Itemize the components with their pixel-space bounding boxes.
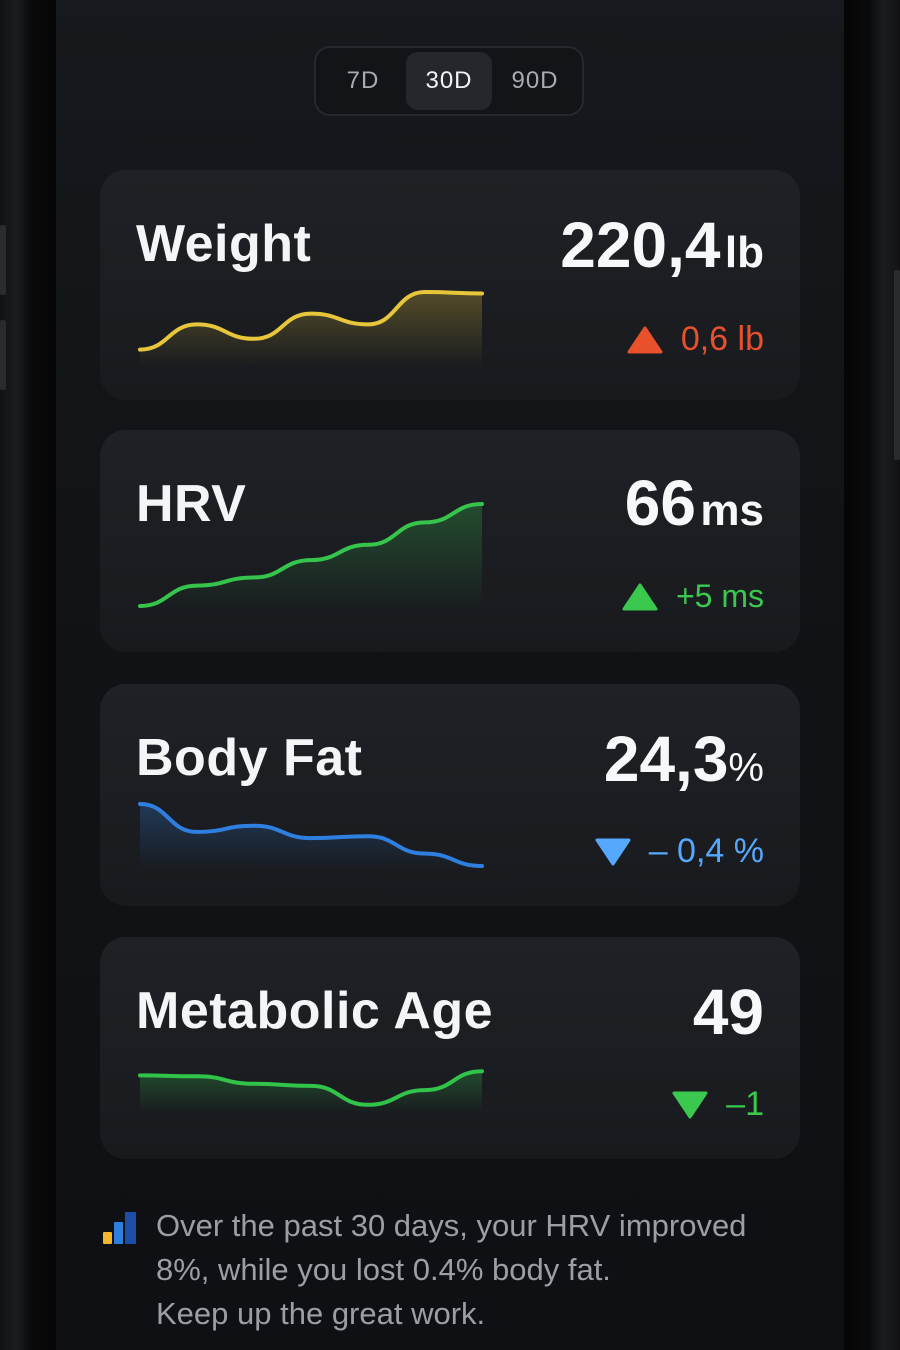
summary-text: Over the past 30 days, your HRV improved… <box>103 1204 876 1336</box>
range-30d-tab[interactable]: 30D <box>406 52 492 110</box>
body-fat-delta-text: – 0,4 % <box>648 832 764 870</box>
range-90d-tab[interactable]: 90D <box>511 67 559 94</box>
range-selector: 7D 30D 90D <box>314 46 584 116</box>
volume-down-button <box>0 320 6 390</box>
weight-value: 220,4 lb <box>560 208 764 282</box>
phone-frame-right <box>844 0 900 1350</box>
body-fat-number: 24,3 <box>603 723 729 795</box>
metabolic-age-sparkline <box>138 1069 484 1113</box>
hrv-delta-text: +5 ms <box>675 578 764 614</box>
hrv-unit: ms <box>700 486 764 535</box>
metabolic-age-title: Metabolic Age <box>136 982 494 1040</box>
weight-unit: lb <box>724 228 764 277</box>
phone-frame-left <box>0 0 56 1350</box>
hrv-sparkline <box>138 502 484 610</box>
triangle-up-icon <box>627 326 663 353</box>
hrv-number: 66 <box>624 467 696 539</box>
summary-line-2: 8%, while you lost 0.4% body fat. <box>156 1252 611 1287</box>
body-fat-card[interactable]: Body Fat 24,3% – 0,4 % <box>100 684 800 906</box>
body-fat-title: Body Fat <box>136 729 363 787</box>
hrv-value: 66 ms <box>625 466 764 540</box>
screen: 7D 30D 90D Weight 220,4 lb 0,6 lb HRV 66… <box>56 0 844 1350</box>
weight-card[interactable]: Weight 220,4 lb 0,6 lb <box>100 170 800 400</box>
hrv-delta: +5 ms <box>622 578 764 615</box>
body-fat-delta: – 0,4 % <box>595 832 764 871</box>
metabolic-age-card[interactable]: Metabolic Age 49 –1 <box>100 937 800 1159</box>
metabolic-age-delta-text: –1 <box>726 1085 764 1123</box>
hrv-title: HRV <box>136 475 247 533</box>
sparkline-area <box>140 804 482 870</box>
triangle-up-icon <box>622 583 658 610</box>
metabolic-age-delta: –1 <box>672 1085 764 1124</box>
sparkline-line <box>138 289 484 352</box>
metabolic-age-number: 49 <box>692 976 764 1048</box>
sparkline-line <box>138 802 484 868</box>
weight-sparkline <box>138 289 484 368</box>
body-fat-sparkline <box>138 802 484 870</box>
volume-up-button <box>0 225 6 295</box>
sparkline-line <box>138 502 484 608</box>
sparkline-area <box>140 292 482 368</box>
body-fat-unit: % <box>728 746 764 790</box>
weight-number: 220,4 <box>560 209 721 281</box>
summary-line-3: Keep up the great work. <box>156 1296 486 1331</box>
hrv-card[interactable]: HRV 66 ms +5 ms <box>100 430 800 652</box>
metabolic-age-value: 49 <box>693 975 764 1049</box>
sparkline-line <box>138 1069 484 1107</box>
weight-delta-text: 0,6 lb <box>680 320 764 358</box>
side-button <box>894 270 900 460</box>
range-7d-tab[interactable]: 7D <box>346 67 380 94</box>
weight-title: Weight <box>136 215 312 273</box>
triangle-down-icon <box>672 1091 708 1118</box>
weight-delta: 0,6 lb <box>627 320 764 359</box>
summary-line-1: Over the past 30 days, your HRV improved <box>156 1208 747 1243</box>
bar-chart-icon <box>103 1212 136 1244</box>
sparkline-area <box>140 504 482 610</box>
body-fat-value: 24,3% <box>604 722 764 796</box>
triangle-down-icon <box>595 838 631 865</box>
